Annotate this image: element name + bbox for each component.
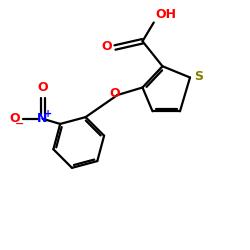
Text: O: O	[109, 87, 120, 100]
Text: +: +	[44, 109, 52, 119]
Text: O: O	[37, 81, 48, 94]
Text: N: N	[37, 112, 48, 125]
Text: S: S	[194, 70, 203, 83]
Text: O: O	[102, 40, 112, 53]
Text: −: −	[15, 119, 25, 129]
Text: O: O	[10, 112, 20, 125]
Text: OH: OH	[155, 8, 176, 20]
